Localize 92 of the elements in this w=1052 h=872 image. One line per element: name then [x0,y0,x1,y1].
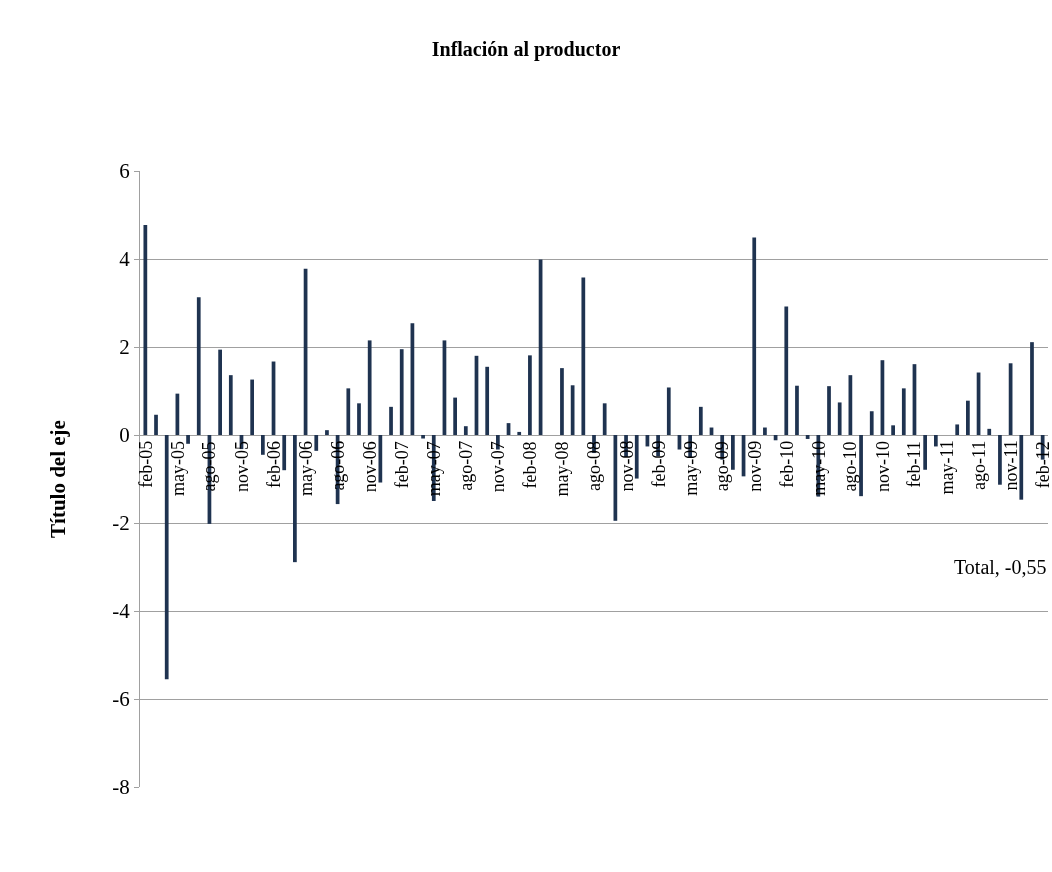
x-tick-label: ago-09 [712,441,733,492]
x-tick-label: ago-07 [455,440,476,491]
bar [581,277,586,435]
bar [805,435,810,439]
bar [634,435,639,479]
bar [325,430,329,435]
x-tick-label: may-08 [552,441,573,497]
x-tick-label: feb-05 [135,440,156,488]
bar [859,435,863,497]
x-tick-label: ago-08 [584,441,604,491]
bar [196,297,201,435]
bar [891,425,895,435]
x-tick-label: nov-05 [231,440,252,492]
bar [528,355,532,435]
bar [837,402,842,435]
bar [346,388,351,435]
bar [698,406,703,435]
bar [293,435,297,563]
x-tick-label: nov-09 [744,440,765,492]
x-tick-label: nov-08 [616,440,637,492]
x-tick-label: may-09 [680,440,701,496]
bar [463,426,468,435]
bar [966,400,970,435]
x-tick-label: ago-10 [840,441,861,492]
x-tick-label: feb-12 [1033,441,1052,489]
y-tick-label: 0 [119,423,130,448]
bar [763,427,767,435]
bar [164,435,169,680]
bar [389,406,393,435]
x-tick-label: ago-05 [199,441,220,492]
bar [923,435,928,470]
x-tick-label: ago-11 [969,440,990,491]
bar [250,379,255,435]
x-tick-label: may-05 [167,440,188,496]
y-tick-label: 2 [119,335,130,360]
x-tick-label: may-06 [296,441,317,497]
bar [282,435,287,471]
bar [218,349,222,435]
bar [421,435,425,439]
bar [399,349,404,435]
bar [570,385,575,435]
chart-title: Inflación al productor [431,38,621,61]
bar [827,386,831,435]
x-tick-label: feb-09 [648,440,669,488]
bar [933,435,938,447]
x-tick-label: nov-07 [488,441,509,493]
x-tick-label: nov-11 [1000,440,1021,491]
x-tick-label: feb-06 [264,441,285,489]
x-tick-label: may-10 [808,440,829,496]
y-tick-label: -2 [112,511,130,536]
bar [186,435,190,444]
y-tick-label: -8 [112,775,130,800]
bar [666,387,671,435]
x-tick-label: may-11 [936,440,957,495]
x-tick-label: nov-06 [360,441,381,493]
x-tick-label: feb-10 [776,440,797,488]
x-tick-label: feb-11 [904,441,925,488]
y-axis-title: Título del eje [46,420,71,538]
bar [154,414,158,435]
y-tick-label: -6 [112,687,130,712]
x-tick-label: nov-10 [872,440,893,492]
bar [784,306,789,435]
bar [602,403,607,435]
bar [869,411,874,435]
annotation: Total, -0,55 [954,556,1047,578]
bar [485,366,490,435]
y-tick-label: 6 [119,159,130,184]
bar [1030,342,1034,435]
bar [357,403,361,435]
bar [560,368,564,435]
bar [795,385,799,435]
bar [998,435,1002,485]
x-tick-label: feb-07 [392,441,413,489]
bar [453,397,457,435]
y-tick-label: -4 [112,599,131,624]
bar [1019,435,1024,500]
bar [752,237,757,435]
bar [901,388,906,435]
x-tick-label: may-07 [424,441,445,497]
x-tick-label: feb-08 [520,441,541,489]
bar [955,424,960,435]
bar [731,435,735,470]
bar [314,435,319,451]
bar [378,435,383,483]
bar [367,340,372,435]
y-tick-label: 4 [119,247,131,272]
bar [143,225,148,435]
bar [987,428,992,435]
bar [517,431,522,435]
x-tick-label: ago-06 [327,440,348,491]
bar [228,375,233,435]
bar [260,435,265,455]
